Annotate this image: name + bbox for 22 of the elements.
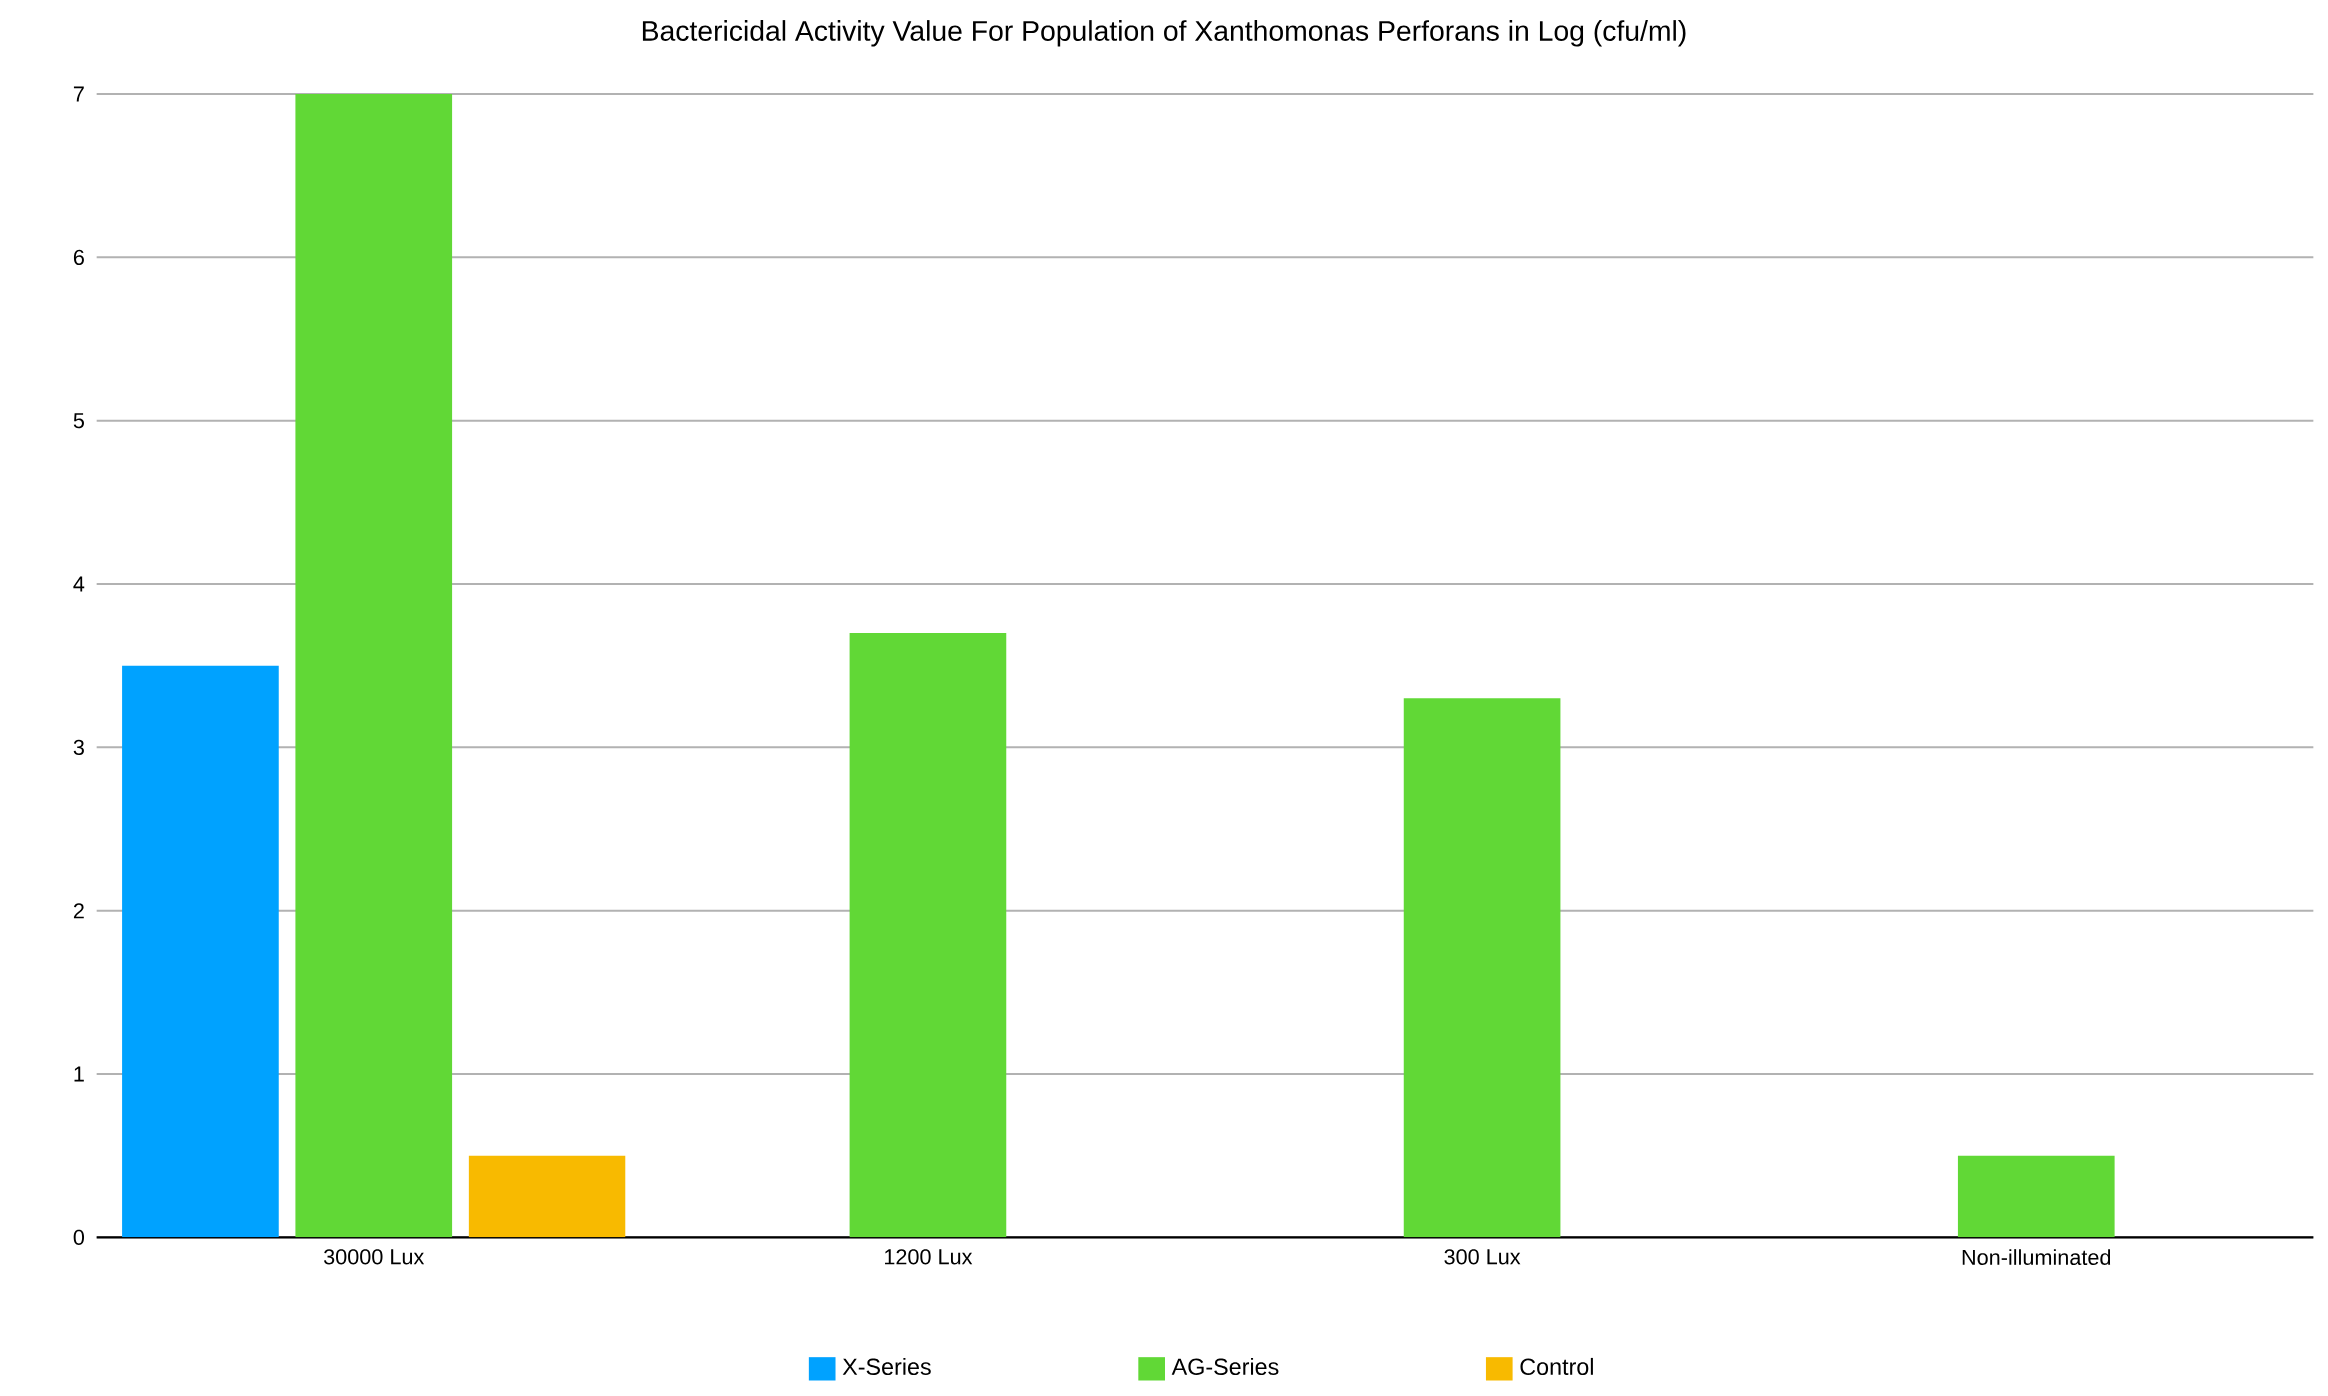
y-tick-label: 7 bbox=[73, 86, 84, 102]
x-tick-label: Non-illuminated bbox=[1962, 1249, 2111, 1266]
bar bbox=[1403, 698, 1561, 1238]
y-tick-label: 3 bbox=[73, 739, 84, 756]
bar bbox=[122, 665, 279, 1238]
legend-label: Control bbox=[1520, 1357, 1593, 1375]
bar bbox=[1957, 1155, 2115, 1238]
bar bbox=[295, 94, 453, 1238]
x-tick-label: 30000 Lux bbox=[323, 1249, 425, 1265]
y-tick-label: 0 bbox=[73, 1229, 85, 1246]
y-tick-label: 1 bbox=[74, 1066, 84, 1082]
x-tick-label: 300 Lux bbox=[1444, 1249, 1521, 1265]
x-tick-label: 1200 Lux bbox=[885, 1249, 973, 1265]
chart-title: Bactericidal Activity Value For Population of Xanthomonas Perforans in Log (cfu/ml) bbox=[642, 20, 1686, 47]
legend-label: AG-Series bbox=[1171, 1357, 1279, 1375]
y-tick-label: 6 bbox=[73, 249, 84, 266]
bar bbox=[849, 633, 1007, 1238]
bar bbox=[468, 1155, 626, 1238]
y-tick-label: 5 bbox=[73, 413, 84, 429]
y-tick-label: 2 bbox=[73, 903, 84, 919]
y-tick-label: 4 bbox=[73, 576, 85, 592]
legend-label: X-Series bbox=[842, 1357, 931, 1375]
